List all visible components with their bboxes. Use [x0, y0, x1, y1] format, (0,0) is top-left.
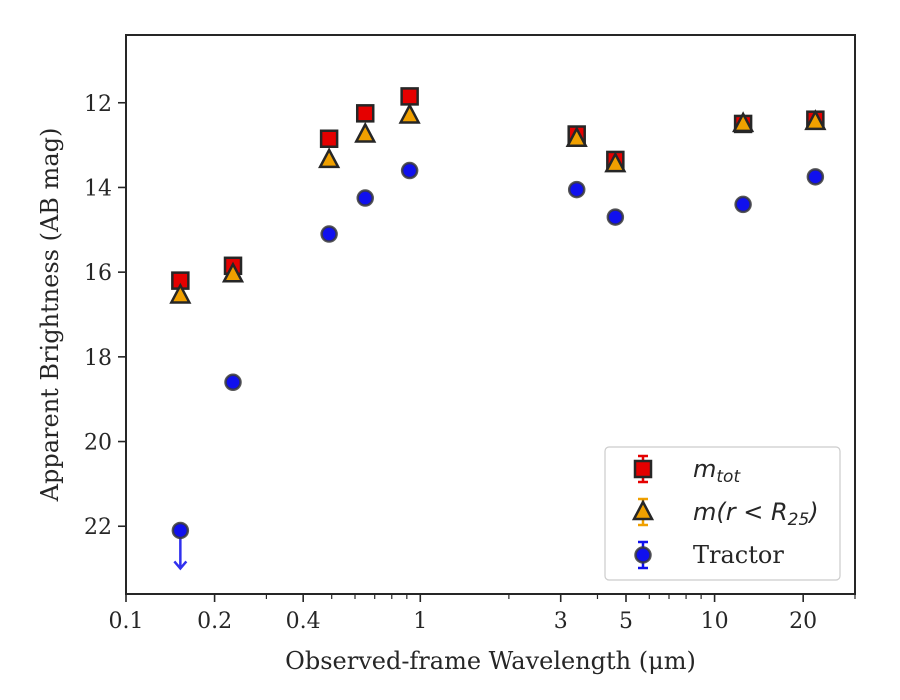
- data-point-series-1: [604, 151, 627, 173]
- data-point-series-0: [400, 87, 419, 106]
- x-tick-label: 0.1: [109, 609, 144, 634]
- x-tick-label: 3: [554, 609, 568, 634]
- data-point-series-1: [221, 261, 245, 283]
- data-point-series-2: [734, 195, 752, 214]
- data-point-series-2: [400, 161, 419, 180]
- data-point-series-1: [354, 121, 377, 143]
- data-point-series-2: [224, 373, 242, 392]
- data-point-series-2: [606, 208, 625, 226]
- data-point-series-1: [565, 126, 588, 148]
- y-axis-label: Apparent Brightness (AB mag): [36, 128, 64, 503]
- legend-marker: [634, 546, 652, 564]
- x-tick-label: 20: [789, 609, 817, 634]
- data-point-series-2: [356, 189, 374, 207]
- data-point-series-1: [398, 102, 421, 124]
- x-tick-label: 0.2: [197, 609, 232, 634]
- data-point-series-2: [320, 225, 338, 243]
- x-tick-label: 5: [619, 609, 633, 634]
- legend-marker: [633, 459, 653, 479]
- x-tick-label: 1: [413, 609, 427, 634]
- data-point-series-2: [806, 168, 825, 186]
- legend-label: m(r < R25): [693, 498, 819, 530]
- y-tick-label: 16: [84, 261, 112, 286]
- x-axis-label: Observed-frame Wavelength (μm): [285, 647, 696, 675]
- y-tick-label: 12: [84, 92, 112, 117]
- data-point-series-1: [804, 109, 827, 131]
- y-tick-label: 14: [84, 176, 112, 201]
- y-tick-label: 18: [84, 346, 112, 371]
- legend-label: Tractor: [693, 541, 784, 569]
- data-point-series-1: [169, 282, 192, 304]
- y-tick-label: 22: [84, 515, 112, 540]
- data-point-series-2: [171, 521, 190, 540]
- data-point-series-1: [318, 147, 341, 169]
- upper-limit-arrowhead: [173, 560, 188, 571]
- plot-frame: [125, 34, 856, 595]
- x-tick-label: 0.4: [286, 609, 321, 634]
- data-point-series-1: [732, 111, 755, 133]
- y-tick-label: 20: [84, 431, 112, 456]
- data-point-series-2: [567, 180, 586, 199]
- data-point-series-0: [355, 104, 375, 123]
- legend-marker: [631, 499, 655, 521]
- x-tick-label: 10: [701, 609, 729, 634]
- legend-box: [604, 446, 841, 581]
- legend-label: mtot: [693, 455, 741, 487]
- data-point-series-0: [319, 129, 339, 149]
